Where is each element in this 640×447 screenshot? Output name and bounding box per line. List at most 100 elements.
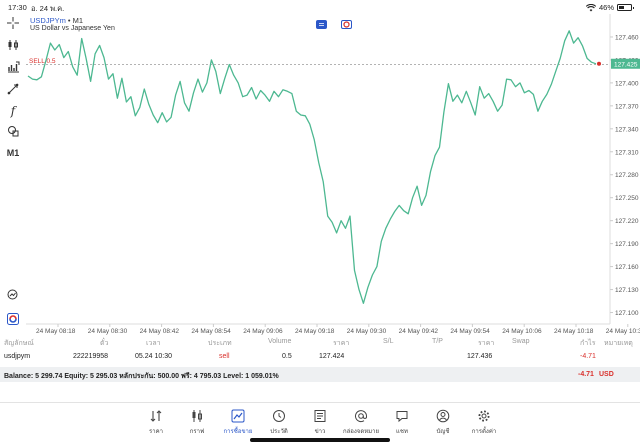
header-tp: T/P <box>432 338 443 345</box>
timeframe-button[interactable]: M1 <box>6 148 20 158</box>
price-tick-label: 127.400 <box>615 80 639 87</box>
nav-mailbox-label: กล่องจดหมาย <box>342 429 380 435</box>
crosshair-icon[interactable] <box>4 16 22 30</box>
trade-table-header: สัญลักษณ์ ตั๋ว เวลา ประเภท Volume ราคา S… <box>0 335 640 349</box>
header-symbol: สัญลักษณ์ <box>4 340 34 347</box>
account-icon <box>436 409 450 423</box>
balance-bar: Balance: 5 299.74 Equity: 5 295.03 หลักป… <box>0 367 640 382</box>
function-icon[interactable]: f <box>10 104 16 118</box>
chat-icon <box>396 411 408 423</box>
status-date: อ. 24 พ.ค. <box>31 4 65 13</box>
current-price-label: 127.425 <box>614 61 638 68</box>
time-tick-label: 24 May 08:42 <box>140 328 180 335</box>
time-tick-label: 24 May 08:18 <box>36 328 76 335</box>
time-tick-label: 24 May 09:30 <box>347 328 387 335</box>
header-price: ราคา <box>333 340 350 347</box>
time-tick-label: 24 May 10:3 <box>606 328 640 335</box>
row-volume: 0.5 <box>282 353 292 360</box>
nav-chart[interactable]: กราฟ <box>177 409 217 436</box>
time-tick-label: 24 May 08:30 <box>88 328 128 335</box>
time-tick-label: 24 May 09:18 <box>295 328 335 335</box>
balance-text: Balance: 5 299.74 Equity: 5 295.03 หลักป… <box>4 373 279 380</box>
row-current-price: 127.436 <box>467 353 493 360</box>
header-ticket: ตั๋ว <box>100 340 109 347</box>
bar-type-candles-icon[interactable] <box>4 38 22 52</box>
price-tick-label: 127.250 <box>615 195 639 202</box>
nav-settings[interactable]: การตั้งค่า <box>464 409 504 436</box>
nav-news[interactable]: ข่าว <box>300 409 340 436</box>
price-tick-label: 127.160 <box>615 264 639 271</box>
quotes-icon <box>150 410 162 422</box>
buy-badge-icon[interactable] <box>316 20 327 29</box>
row-symbol: usdjpym <box>4 353 31 360</box>
time-tick-label: 24 May 08:54 <box>191 328 231 335</box>
nav-trade-label: การซื้อขาย <box>223 429 253 435</box>
current-price-box <box>611 58 640 69</box>
status-time: 17:30 <box>8 3 27 12</box>
status-right: 46% <box>585 3 634 12</box>
nav-trade[interactable]: การซื้อขาย <box>218 409 258 436</box>
status-bar: 17:30 อ. 24 พ.ค. 46% <box>0 0 640 14</box>
header-volume: Volume <box>268 338 292 345</box>
table-row[interactable]: usdjpym 222219958 05.24 10:30 sell 0.5 1… <box>0 350 640 364</box>
price-tick-label: 127.100 <box>615 310 639 317</box>
objects-icon[interactable] <box>4 82 22 96</box>
battery-percent: 46% <box>598 3 614 12</box>
header-swap: Swap <box>512 338 530 345</box>
price-line <box>27 30 597 304</box>
price-tick-label: 127.190 <box>615 241 639 248</box>
header-current-price: ราคา <box>478 340 495 347</box>
nav-history-label: ประวัติ <box>270 429 288 435</box>
nav-news-label: ข่าว <box>314 429 326 435</box>
row-type: sell <box>219 353 230 360</box>
balance-profit: -4.71 <box>578 371 594 378</box>
chart-icon <box>192 410 202 422</box>
home-indicator <box>250 438 390 442</box>
chart-toolbar: f M1 <box>0 14 26 326</box>
time-tick-label: 24 May 09:06 <box>243 328 283 335</box>
price-tick-label: 127.220 <box>615 218 639 225</box>
price-tick-label: 127.130 <box>615 287 639 294</box>
time-tick-label: 24 May 10:06 <box>502 328 542 335</box>
nav-chart-label: กราฟ <box>189 429 205 435</box>
one-click-trading-icon[interactable] <box>4 312 22 326</box>
shapes-icon[interactable] <box>4 124 22 138</box>
time-tick-label: 24 May 09:42 <box>399 328 439 335</box>
price-tick-label: 127.340 <box>615 126 639 133</box>
sell-level-label: SELL 0.5 <box>29 58 56 65</box>
wifi-icon <box>585 3 596 11</box>
nav-quotes-label: ราคา <box>149 429 163 435</box>
header-sl: S/L <box>383 338 394 345</box>
header-profit: กำไร <box>580 340 596 347</box>
nav-account[interactable]: บัญชี <box>423 409 463 436</box>
time-tick-label: 24 May 10:18 <box>554 328 594 335</box>
row-time: 05.24 10:30 <box>135 353 172 360</box>
indicators-icon[interactable] <box>4 60 22 74</box>
battery-icon <box>617 4 634 11</box>
price-tick-label: 127.370 <box>615 103 639 110</box>
chart-symbol: USDJPYm • M1 <box>30 16 83 25</box>
row-ticket: 222219958 <box>73 353 109 360</box>
header-type: ประเภท <box>208 340 232 347</box>
nav-quotes[interactable]: ราคา <box>136 409 176 436</box>
nav-history[interactable]: ประวัติ <box>259 409 299 436</box>
zoom-icon[interactable] <box>4 288 22 302</box>
price-tick-label: 127.310 <box>615 149 639 156</box>
last-price-marker <box>597 61 601 66</box>
time-tick-label: 24 May 09:54 <box>450 328 490 335</box>
trade-icon <box>231 409 245 423</box>
nav-chat[interactable]: แชท <box>382 409 422 436</box>
symbol-description: US Dollar vs Japanese Yen <box>30 25 115 32</box>
nav-account-label: บัญชี <box>436 429 450 435</box>
news-icon <box>314 410 326 422</box>
sell-badge-icon[interactable] <box>341 20 352 29</box>
symbol-timeframe: • M1 <box>65 16 84 25</box>
price-chart[interactable]: 127.460127.430127.400127.370127.340127.3… <box>26 14 640 336</box>
chart-area[interactable]: 127.460127.430127.400127.370127.340127.3… <box>26 14 640 335</box>
header-time: เวลา <box>146 340 161 347</box>
nav-mailbox[interactable]: กล่องจดหมาย <box>341 409 381 436</box>
price-tick-label: 127.460 <box>615 34 639 41</box>
price-tick-label: 127.280 <box>615 172 639 179</box>
symbol-name: USDJPYm <box>30 16 66 25</box>
mailbox-icon <box>355 410 367 423</box>
